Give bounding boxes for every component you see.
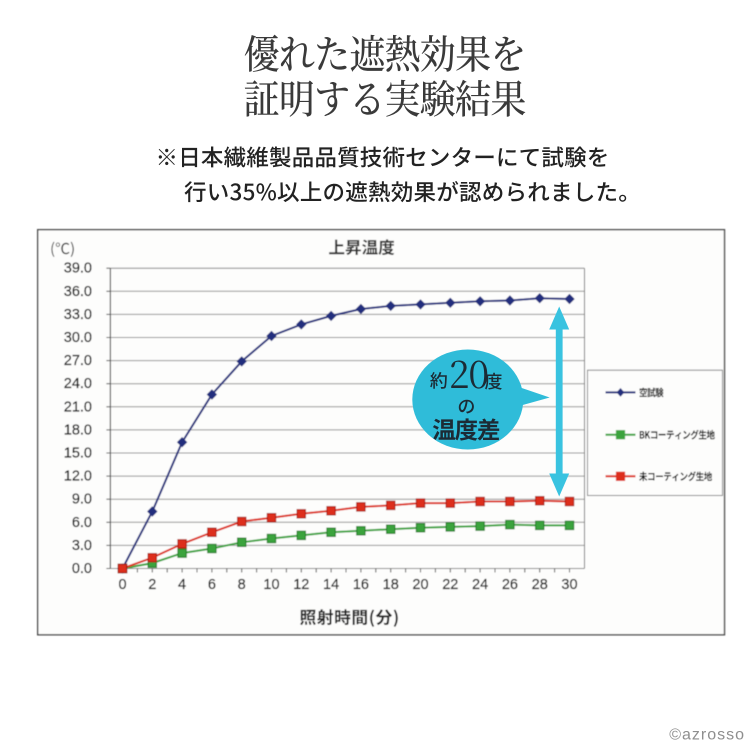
- svg-text:15.0: 15.0: [64, 446, 92, 462]
- svg-text:18: 18: [383, 577, 399, 593]
- svg-text:10: 10: [263, 577, 279, 593]
- svg-text:12: 12: [293, 577, 309, 593]
- svg-text:©azrosso: ©azrosso: [669, 727, 745, 744]
- svg-text:24: 24: [472, 577, 488, 593]
- svg-text:28: 28: [532, 577, 548, 593]
- svg-text:33.0: 33.0: [64, 307, 92, 323]
- svg-text:26: 26: [502, 577, 518, 593]
- svg-text:6: 6: [208, 577, 216, 593]
- svg-text:0.0: 0.0: [72, 561, 92, 577]
- svg-text:22: 22: [442, 577, 458, 593]
- svg-text:21.0: 21.0: [64, 399, 92, 415]
- svg-text:39.0: 39.0: [64, 261, 92, 277]
- svg-text:0: 0: [118, 577, 126, 593]
- svg-text:3.0: 3.0: [72, 538, 92, 554]
- svg-text:36.0: 36.0: [64, 284, 92, 300]
- svg-text:27.0: 27.0: [64, 353, 92, 369]
- svg-text:9.0: 9.0: [72, 492, 92, 508]
- svg-text:24.0: 24.0: [64, 376, 92, 392]
- svg-text:20: 20: [412, 577, 428, 593]
- svg-text:6.0: 6.0: [72, 515, 92, 531]
- svg-text:14: 14: [323, 577, 339, 593]
- svg-text:30: 30: [561, 577, 577, 593]
- svg-text:4: 4: [178, 577, 186, 593]
- svg-text:2: 2: [148, 577, 156, 593]
- svg-text:18.0: 18.0: [64, 422, 92, 438]
- svg-text:16: 16: [353, 577, 369, 593]
- svg-text:8: 8: [238, 577, 246, 593]
- svg-text:12.0: 12.0: [64, 469, 92, 485]
- svg-text:30.0: 30.0: [64, 330, 92, 346]
